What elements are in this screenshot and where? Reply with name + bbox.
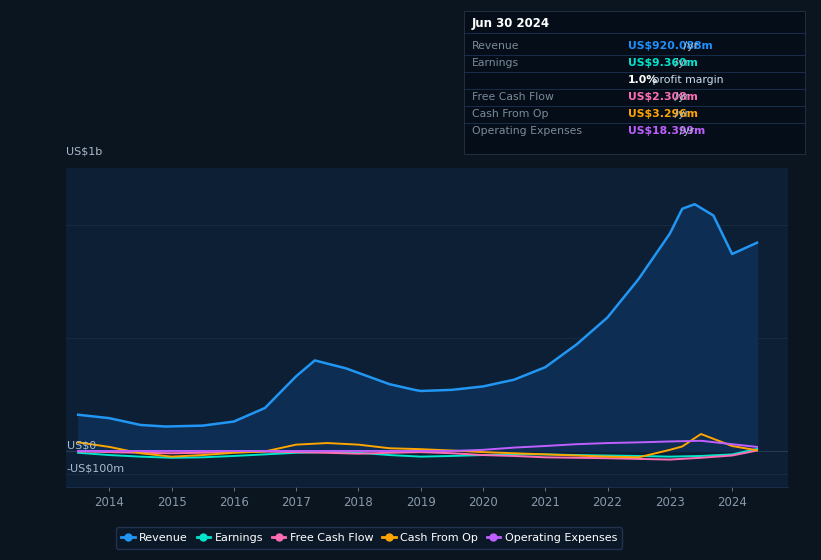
- Text: Jun 30 2024: Jun 30 2024: [472, 17, 550, 30]
- Text: US$9.360m: US$9.360m: [628, 58, 698, 68]
- Text: Revenue: Revenue: [472, 41, 520, 51]
- Text: /yr: /yr: [672, 92, 689, 102]
- Text: US$0: US$0: [67, 441, 96, 451]
- Text: 1.0%: 1.0%: [628, 75, 658, 85]
- Text: US$920.088m: US$920.088m: [628, 41, 713, 51]
- Text: US$3.296m: US$3.296m: [628, 109, 698, 119]
- Text: Earnings: Earnings: [472, 58, 519, 68]
- Text: /yr: /yr: [676, 127, 694, 136]
- Text: US$18.399m: US$18.399m: [628, 127, 705, 136]
- Text: -US$100m: -US$100m: [67, 464, 125, 474]
- Text: /yr: /yr: [672, 109, 689, 119]
- Text: Free Cash Flow: Free Cash Flow: [472, 92, 554, 102]
- Legend: Revenue, Earnings, Free Cash Flow, Cash From Op, Operating Expenses: Revenue, Earnings, Free Cash Flow, Cash …: [116, 528, 622, 549]
- Text: /yr: /yr: [672, 58, 689, 68]
- Text: profit margin: profit margin: [649, 75, 723, 85]
- Text: /yr: /yr: [680, 41, 698, 51]
- Text: Cash From Op: Cash From Op: [472, 109, 548, 119]
- Text: US$1b: US$1b: [66, 147, 102, 157]
- Text: US$2.308m: US$2.308m: [628, 92, 698, 102]
- Text: Operating Expenses: Operating Expenses: [472, 127, 582, 136]
